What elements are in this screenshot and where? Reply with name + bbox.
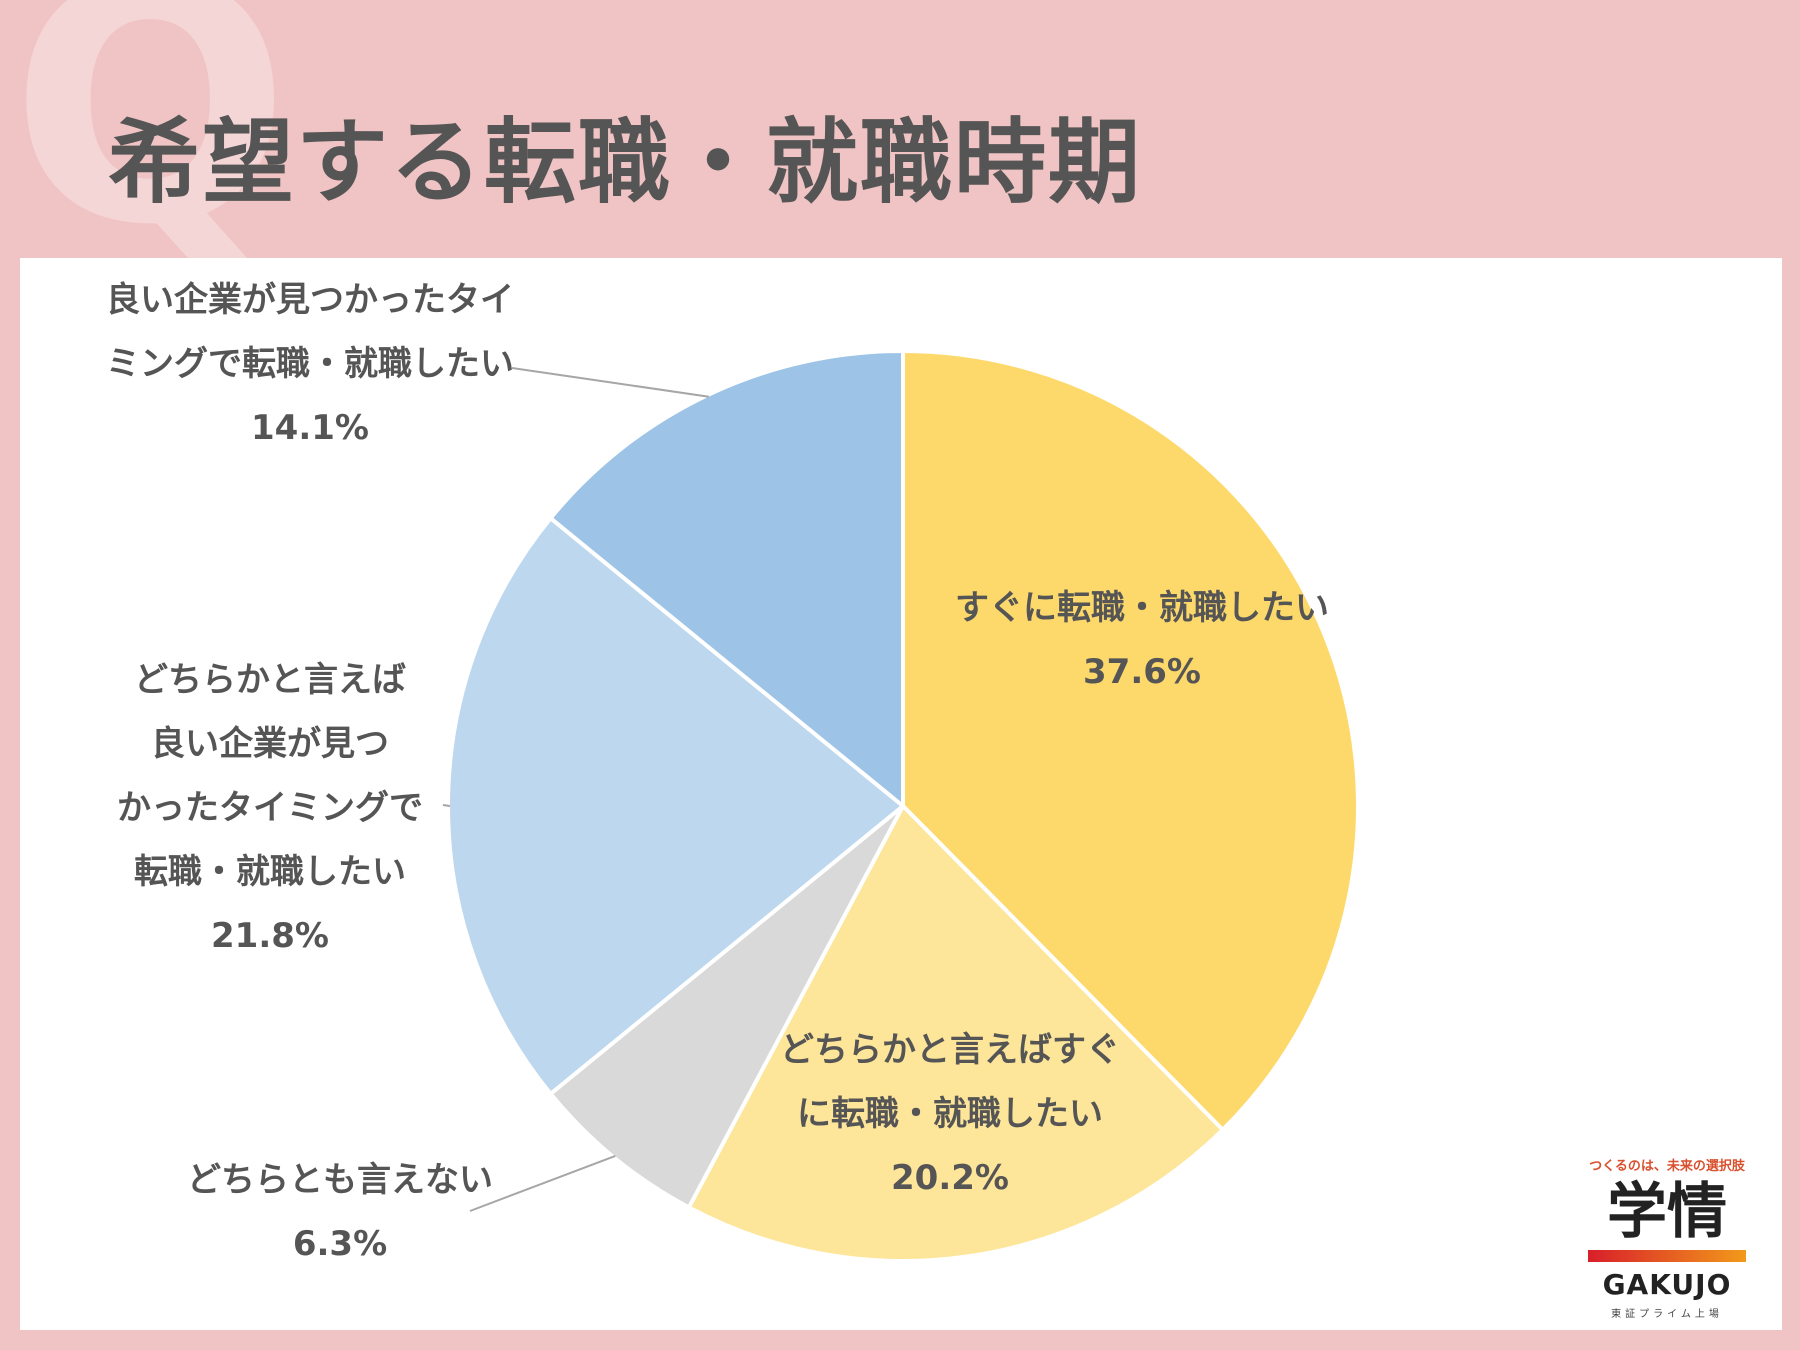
slice-value-s0: 37.6% [1083, 652, 1201, 692]
logo-tagline: つくるのは、未来の選択肢 [1589, 1159, 1745, 1174]
leader-line-s2 [469, 1155, 616, 1212]
pie-slice-s4 [547, 348, 905, 811]
slice-value-s3: 21.8% [211, 916, 329, 956]
slice-value-s1: 20.2% [891, 1158, 1009, 1198]
pie-slice-s1 [686, 802, 1226, 1263]
slice-label-text-s1-l1: に転職・就職したい [797, 1094, 1103, 1134]
logo-english: GAKUJO [1602, 1268, 1732, 1301]
logo-sub: 東証プライム上場 [1611, 1309, 1723, 1320]
pie-slice-s0 [901, 348, 1360, 1133]
leader-line-s3 [442, 804, 451, 807]
leader-line-s4 [511, 367, 709, 398]
slice-label-text-s3-l3: 転職・就職したい [134, 852, 406, 892]
gakujo-logo: つくるのは、未来の選択肢 学情 GAKUJO 東証プライム上場 [1572, 1155, 1762, 1320]
slice-label-text-s0-l0: すぐに転職・就職したい [955, 588, 1329, 628]
logo-kanji: 学情 [1607, 1177, 1727, 1247]
slice-label-text-s1-l0: どちらかと言えばすぐ [780, 1030, 1120, 1070]
slice-label-text-s4-l1: ミングで転職・就職したい [106, 344, 514, 384]
slice-label-s1: どちらかと言えばすぐ に転職・就職したい 20.2% [760, 1018, 1140, 1210]
logo-bar [1588, 1250, 1746, 1262]
pie-chart [442, 348, 1360, 1263]
slice-label-text-s3-l0: どちらかと言えば [134, 660, 406, 700]
slice-label-s0: すぐに転職・就職したい 37.6% [907, 576, 1377, 704]
slice-label-s2: どちらとも言えない 6.3% [170, 1148, 510, 1276]
slice-label-text-s2-l0: どちらとも言えない [187, 1160, 493, 1200]
slice-label-text-s4-l0: 良い企業が見つかったタイ [106, 280, 514, 320]
slice-value-s2: 6.3% [292, 1224, 388, 1264]
page-title: 希望する転職・就職時期 [108, 109, 1143, 216]
slice-label-s3: どちらかと言えば 良い企業が見つ かったタイミングで 転職・就職したい 21.8… [90, 648, 450, 968]
slice-label-text-s3-l2: かったタイミングで [117, 788, 423, 828]
q-watermark: Q [10, 0, 291, 297]
slice-value-s4: 14.1% [251, 408, 369, 448]
slice-label-s4: 良い企業が見つかったタイ ミングで転職・就職したい 14.1% [80, 268, 540, 460]
chart-panel: すぐに転職・就職したい 37.6% どちらかと言えばすぐ に転職・就職したい 2… [20, 258, 1782, 1330]
slice-label-text-s3-l1: 良い企業が見つ [151, 724, 389, 764]
